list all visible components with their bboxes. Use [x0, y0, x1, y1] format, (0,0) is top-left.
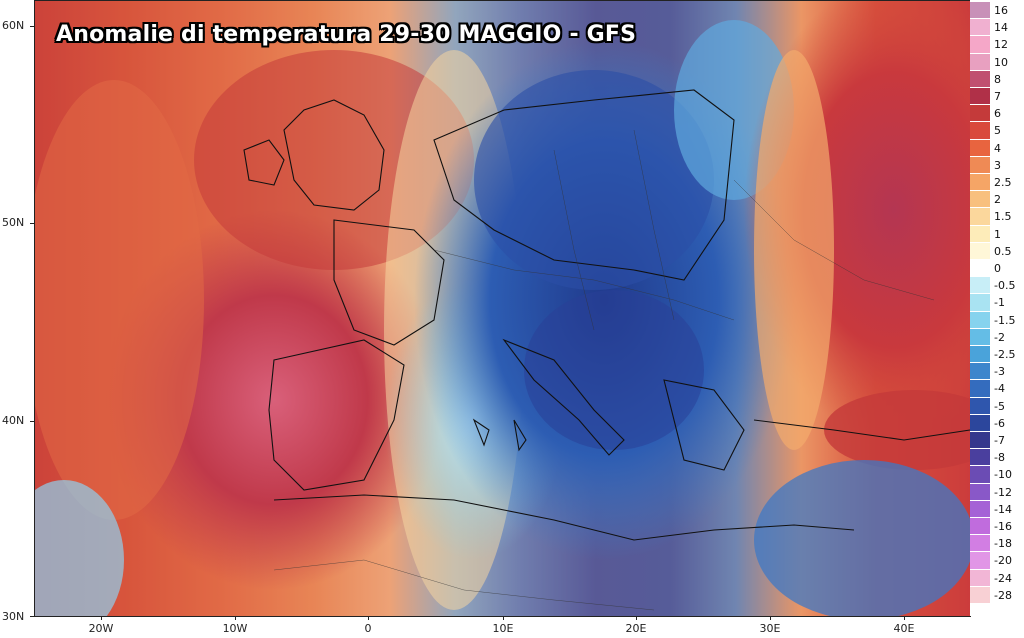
legend-swatch	[970, 518, 990, 536]
legend-label: 7	[994, 90, 1001, 103]
legend-label: -1.5	[994, 313, 1016, 327]
map-field	[34, 0, 970, 616]
lat-tick	[30, 616, 34, 617]
legend-label: -4	[994, 382, 1005, 396]
lat-label-40n: 40N	[2, 414, 25, 427]
legend-swatch	[970, 174, 990, 192]
legend-label: -1	[994, 296, 1005, 310]
legend-label: -14	[994, 502, 1012, 516]
coastlines	[243, 89, 970, 541]
legend-swatch	[970, 449, 990, 467]
lon-tick	[235, 616, 236, 620]
legend-label: -7	[994, 434, 1005, 447]
legend-label: -0.5	[994, 279, 1016, 293]
color-legend: 16 14 12 10 8 7 6 5 4 3 2.5 2 1.5 1 0.5 0 -0.5 -1 -1.5 -2 -2…	[970, 0, 1024, 616]
lon-label-20e: 20E	[625, 622, 647, 635]
legend-label: -2.5	[994, 348, 1016, 361]
legend-label: -28	[994, 588, 1012, 602]
legend-label: 12	[994, 38, 1008, 52]
legend-label: -12	[994, 485, 1012, 499]
legend-swatch	[970, 191, 990, 209]
lon-tick	[636, 616, 637, 620]
legend-swatch	[970, 105, 990, 123]
legend-label: 2	[994, 193, 1001, 207]
lon-tick	[503, 616, 504, 620]
legend-swatch	[970, 122, 990, 140]
legend-label: -5	[994, 399, 1005, 413]
legend-swatch	[970, 397, 990, 415]
lat-tick	[30, 26, 34, 27]
legend-label: 1.5	[994, 210, 1012, 224]
legend-swatch	[970, 432, 990, 450]
legend-label: -24	[994, 571, 1012, 585]
lat-label-60n: 60N	[2, 19, 25, 32]
legend-swatch	[970, 2, 990, 20]
legend-swatch	[970, 277, 990, 295]
legend-label: 0.5	[994, 244, 1012, 258]
lon-label-20w: 20W	[88, 622, 114, 635]
legend-swatch	[970, 260, 990, 278]
legend-swatch	[970, 586, 990, 604]
legend-label: -6	[994, 416, 1005, 430]
legend-swatch	[970, 328, 990, 346]
legend-swatch	[970, 225, 990, 243]
legend-swatch	[970, 346, 990, 364]
legend-swatch	[970, 70, 990, 88]
legend-swatch	[970, 500, 990, 518]
legend-label: -2	[994, 330, 1005, 344]
legend-label: 10	[994, 55, 1008, 69]
legend-label: -3	[994, 365, 1005, 379]
temperature-anomaly-map	[34, 0, 970, 616]
lon-label-10e: 10E	[492, 622, 514, 635]
lon-tick	[368, 616, 369, 620]
legend-swatch	[970, 139, 990, 157]
legend-label: 4	[994, 141, 1001, 155]
legend-label: -16	[994, 520, 1012, 533]
legend-swatch	[970, 483, 990, 501]
legend-swatch	[970, 208, 990, 226]
legend-label: -20	[994, 554, 1012, 568]
legend-swatch	[970, 414, 990, 432]
legend-swatch	[970, 311, 990, 329]
lat-label-30n: 30N	[2, 610, 25, 623]
legend-label: 14	[994, 21, 1008, 35]
legend-swatch	[970, 156, 990, 174]
legend-label: 8	[994, 72, 1001, 86]
lon-tick	[770, 616, 771, 620]
legend-label: 0	[994, 262, 1001, 275]
lon-tick	[101, 616, 102, 620]
legend-swatch	[970, 88, 990, 106]
lon-label-40e: 40E	[893, 622, 915, 635]
lat-label-50n: 50N	[2, 216, 25, 229]
legend-label: -18	[994, 537, 1012, 551]
legend-label: -8	[994, 451, 1005, 465]
legend-label: 1	[994, 227, 1001, 241]
lon-label-0: 0	[364, 622, 372, 635]
borders	[273, 129, 935, 611]
legend-swatch	[970, 363, 990, 381]
lon-label-10w: 10W	[222, 622, 248, 635]
legend-label: 3	[994, 158, 1001, 172]
legend-label: 2.5	[994, 176, 1012, 189]
legend-swatch	[970, 242, 990, 260]
lat-tick	[30, 223, 34, 224]
lon-label-30e: 30E	[759, 622, 781, 635]
legend-swatch	[970, 535, 990, 553]
legend-swatch	[970, 19, 990, 37]
legend-swatch	[970, 294, 990, 312]
legend-label: -10	[994, 468, 1012, 482]
legend-swatch	[970, 569, 990, 587]
legend-swatch	[970, 466, 990, 484]
legend-label: 6	[994, 107, 1001, 121]
legend-swatch	[970, 36, 990, 54]
map-title: Anomalie di temperatura 29-30 MAGGIO - G…	[56, 22, 637, 47]
legend-swatch	[970, 552, 990, 570]
legend-label: 16	[994, 4, 1008, 17]
legend-label: 5	[994, 124, 1001, 138]
lon-tick	[904, 616, 905, 620]
lat-tick	[30, 421, 34, 422]
legend-swatch	[970, 53, 990, 71]
legend-swatch	[970, 380, 990, 398]
